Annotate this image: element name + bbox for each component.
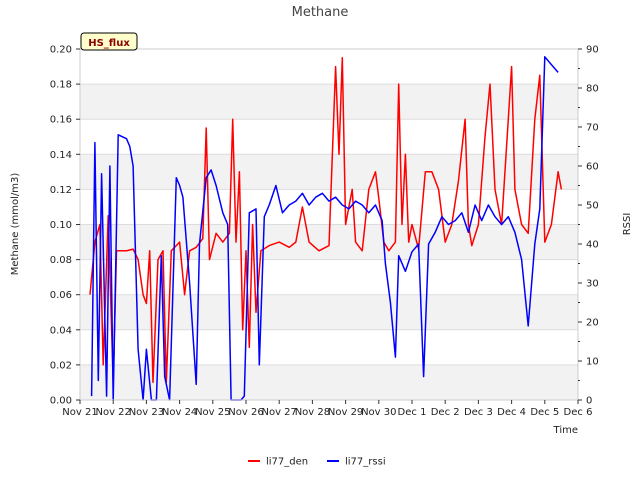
y2-tick-label: 30 (586, 279, 599, 290)
x-tick-label: Nov 24 (162, 407, 197, 418)
legend-label-li77_rssi: li77_rssi (345, 457, 386, 468)
legend-label-li77_den: li77_den (266, 457, 308, 468)
badge-label: HS_flux (88, 38, 130, 49)
x-tick-label: Nov 25 (195, 407, 230, 418)
x-tick-label: Dec 4 (497, 407, 526, 418)
y-axis-ticks: 0.00 0.02 0.04 0.06 0.08 0.10 0.12 0.14 0.16 0.18… (50, 45, 80, 407)
y2-tick-label: 80 (586, 84, 599, 95)
y-tick-label: 0.04 (50, 325, 72, 336)
y2-tick-label: 40 (586, 240, 599, 251)
y-tick-label: 0.14 (50, 150, 72, 161)
plot-band (80, 84, 578, 120)
y-tick-label: 0.20 (50, 45, 72, 56)
plot-band (80, 49, 578, 85)
x-tick-label: Nov 22 (95, 407, 130, 418)
y2-tick-label: 90 (586, 45, 599, 56)
y2-tick-label: 50 (586, 201, 599, 212)
x-axis-title: Time (553, 425, 578, 436)
y2-tick-label: 60 (586, 162, 599, 173)
legend: li77_den li77_rssi (248, 457, 386, 468)
y-axis-title: Methane (mmol/m3) (10, 173, 21, 276)
y2-tick-label: 10 (586, 357, 599, 368)
plot-band (80, 189, 578, 225)
y-tick-label: 0.00 (50, 396, 72, 407)
y-tick-label: 0.16 (50, 115, 72, 126)
chart-title: Methane (292, 5, 349, 20)
series-line-li77_den (89, 57, 563, 384)
x-tick-label: Nov 28 (295, 407, 330, 418)
y2-axis-ticks: 0 10 20 30 40 50 60 70 80 90 (578, 45, 599, 407)
plot-band (80, 119, 578, 155)
y-tick-label: 0.02 (50, 360, 72, 371)
y2-tick-label: 20 (586, 318, 599, 329)
badge-box (80, 32, 138, 51)
y-tick-label: 0.18 (50, 80, 72, 91)
badge: HS_flux (80, 32, 138, 51)
x-tick-label: Nov 23 (129, 407, 164, 418)
y2-tick-label: 0 (586, 396, 592, 407)
plot-band (80, 364, 578, 400)
plot-band (80, 259, 578, 295)
plot-band (80, 154, 578, 190)
x-tick-label: Dec 2 (431, 407, 460, 418)
x-tick-label: Nov 26 (228, 407, 263, 418)
y-tick-label: 0.08 (50, 255, 72, 266)
x-tick-label: Nov 29 (328, 407, 363, 418)
y-tick-label: 0.10 (50, 220, 72, 231)
y2-axis-title: RSSI (622, 213, 633, 236)
y2-tick-label: 70 (586, 123, 599, 134)
y-tick-label: 0.06 (50, 290, 72, 301)
x-tick-label: Dec 1 (398, 407, 427, 418)
x-tick-label: Dec 6 (564, 407, 593, 418)
x-tick-label: Nov 30 (361, 407, 396, 418)
x-tick-label: Dec 3 (464, 407, 493, 418)
x-tick-label: Dec 5 (530, 407, 559, 418)
y-tick-label: 0.12 (50, 185, 72, 196)
x-tick-label: Nov 21 (62, 407, 97, 418)
x-tick-label: Nov 27 (261, 407, 296, 418)
